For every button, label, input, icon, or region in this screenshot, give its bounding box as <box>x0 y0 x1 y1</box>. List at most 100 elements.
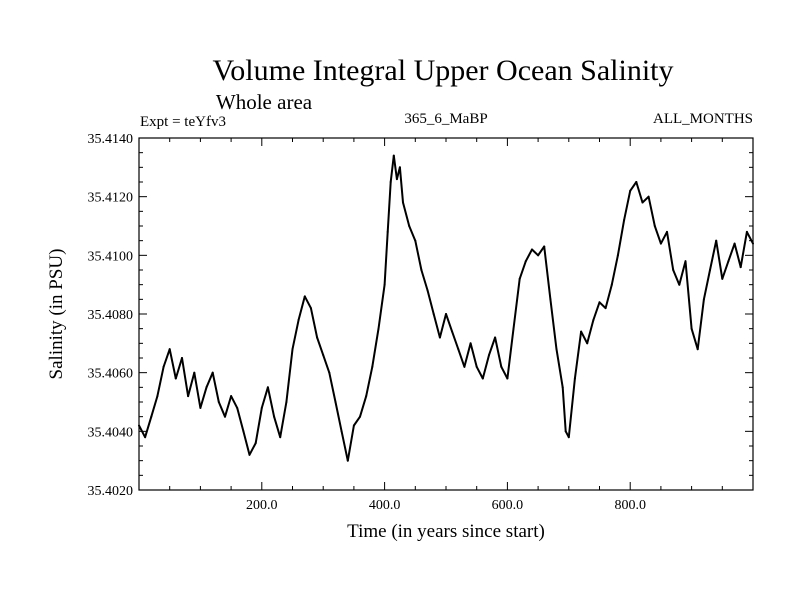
line-segment <box>181 357 190 398</box>
line-segment <box>414 239 423 271</box>
line-segment <box>242 430 251 456</box>
line-segment <box>340 430 349 462</box>
line-segment <box>392 154 398 181</box>
line-segment <box>408 225 417 242</box>
line-segment <box>641 195 650 204</box>
line-segment <box>475 365 484 380</box>
line-segment <box>205 371 214 389</box>
line-segment <box>402 201 411 227</box>
line-segment <box>586 318 595 345</box>
x-tick-label: 600.0 <box>492 498 524 513</box>
line-segment <box>334 401 343 433</box>
line-segment <box>561 386 567 433</box>
line-segment <box>721 260 730 280</box>
line-segment <box>580 330 589 345</box>
line-segment <box>494 336 503 368</box>
line-segment <box>537 245 546 257</box>
line-segment <box>463 342 472 368</box>
line-segment <box>285 348 294 403</box>
line-segment <box>230 395 239 409</box>
line-segment <box>531 248 540 257</box>
y-tick-label: 35.4120 <box>88 191 134 206</box>
line-segment <box>266 386 276 418</box>
line-segment <box>426 289 435 315</box>
y-tick-label: 35.4140 <box>88 132 134 147</box>
line-segment <box>297 295 306 321</box>
line-segment <box>616 219 626 257</box>
line-segment <box>309 307 319 339</box>
line-segment <box>555 348 564 389</box>
line-segment <box>598 301 607 310</box>
y-tick-labels: 35.4020 35.4040 35.4060 35.4080 35.4100 35.41… <box>88 132 134 499</box>
chart-title: Volume Integral Upper Ocean Salinity <box>213 54 674 87</box>
line-segment <box>672 269 681 286</box>
line-segment <box>592 301 601 321</box>
line-segment <box>610 254 619 286</box>
line-segment <box>322 354 331 374</box>
line-segment <box>739 230 748 269</box>
line-segment <box>745 230 754 245</box>
line-segment <box>666 230 675 271</box>
y-tick-label: 35.4060 <box>88 367 134 382</box>
line-segment <box>506 327 515 380</box>
line-segment <box>629 181 638 192</box>
line-segment <box>420 269 429 292</box>
line-segment <box>346 424 355 462</box>
line-segment <box>187 371 196 398</box>
line-segment <box>524 248 533 263</box>
line-segment <box>371 327 380 368</box>
line-segment <box>279 401 288 439</box>
line-segment <box>696 298 705 351</box>
line-segment <box>623 189 632 222</box>
line-segment <box>359 395 368 418</box>
line-segment <box>217 401 226 418</box>
line-segment <box>733 242 742 269</box>
line-segment <box>352 415 361 427</box>
line-segment <box>512 277 521 330</box>
y-axis-label: Salinity (in PSU) <box>46 249 67 380</box>
line-segment <box>328 371 337 403</box>
line-segment <box>457 348 466 368</box>
line-segment <box>702 269 711 301</box>
line-segment <box>248 442 257 456</box>
line-segment <box>678 260 687 286</box>
chart-subtitle: Whole area <box>216 90 313 114</box>
line-segment <box>156 365 165 398</box>
line-segment <box>709 239 718 271</box>
line-segment <box>291 318 300 351</box>
line-segment <box>303 295 312 310</box>
line-segment <box>316 336 325 357</box>
axis-ticks <box>139 138 753 490</box>
line-segment <box>432 313 441 339</box>
line-segment <box>451 330 460 351</box>
line-segment <box>211 371 220 403</box>
x-tick-labels: 200.0 400.0 600.0 800.0 <box>246 498 646 513</box>
line-segment <box>377 283 386 330</box>
line-segment <box>162 348 171 368</box>
line-segment <box>567 377 576 439</box>
line-segment <box>488 336 497 357</box>
line-segment <box>386 181 392 233</box>
line-segment <box>690 327 699 351</box>
line-segment <box>445 313 454 333</box>
x-axis-label: Time (in years since start) <box>347 521 545 542</box>
x-tick-label: 400.0 <box>369 498 401 513</box>
line-segment <box>389 154 395 183</box>
y-tick-label: 35.4100 <box>88 249 134 264</box>
y-tick-label: 35.4020 <box>88 484 134 499</box>
line-segment <box>518 260 527 280</box>
line-segment <box>236 406 245 433</box>
line-segment <box>573 330 583 380</box>
line-segment <box>543 245 552 301</box>
line-segment <box>549 298 558 351</box>
line-segment <box>174 357 183 380</box>
line-segment <box>138 424 147 439</box>
y-tick-label: 35.4040 <box>88 425 134 440</box>
line-segment <box>150 395 159 418</box>
line-segment <box>383 230 389 286</box>
line-segment <box>653 225 662 245</box>
line-segment <box>273 415 282 439</box>
line-segment <box>260 386 269 409</box>
x-tick-label: 800.0 <box>614 498 646 513</box>
